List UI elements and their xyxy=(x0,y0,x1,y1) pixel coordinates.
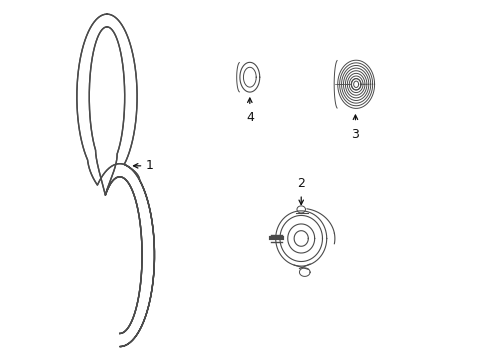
Text: 3: 3 xyxy=(351,127,359,140)
Text: 1: 1 xyxy=(145,159,154,172)
FancyBboxPatch shape xyxy=(67,159,159,187)
Text: 2: 2 xyxy=(297,176,305,190)
Text: 4: 4 xyxy=(245,111,253,123)
